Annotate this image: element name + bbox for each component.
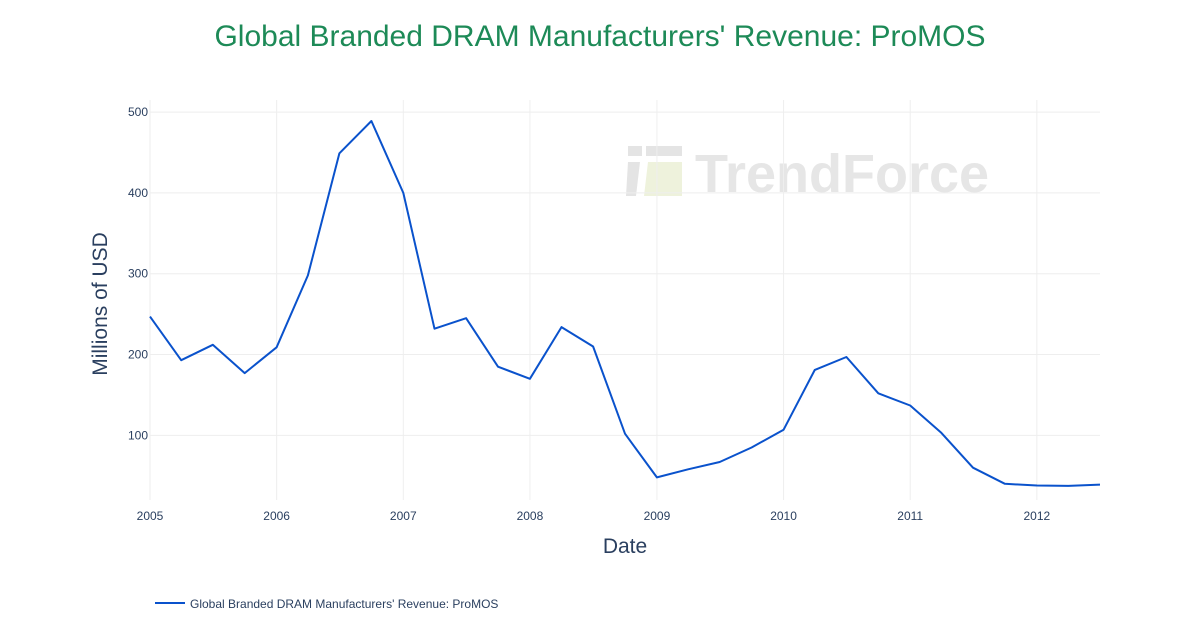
watermark-text: TrendForce xyxy=(695,144,989,204)
y-tick-label: 400 xyxy=(128,186,148,200)
x-tick-label: 2010 xyxy=(770,509,797,523)
x-axis-title: Date xyxy=(603,535,647,558)
y-tick-label: 100 xyxy=(128,428,148,442)
y-tick-label: 500 xyxy=(128,105,148,119)
x-axis-ticks: 2005 2006 2007 2008 2009 2010 2011 2012 xyxy=(137,509,1051,523)
x-tick-label: 2011 xyxy=(897,509,923,523)
y-axis-ticks: 100 200 300 400 500 xyxy=(128,105,148,442)
x-tick-label: 2005 xyxy=(137,509,164,523)
watermark-logo-mark xyxy=(626,162,640,196)
x-tick-label: 2008 xyxy=(517,509,544,523)
watermark-logo-mark xyxy=(628,146,642,156)
y-axis-title: Millions of USD xyxy=(89,232,112,376)
x-tick-label: 2006 xyxy=(263,509,290,523)
x-tick-label: 2009 xyxy=(644,509,671,523)
watermark-logo-mark xyxy=(644,162,682,196)
watermark-logo-mark xyxy=(646,146,682,156)
y-tick-label: 200 xyxy=(128,348,148,362)
legend-label: Global Branded DRAM Manufacturers' Reven… xyxy=(190,597,498,611)
x-tick-label: 2007 xyxy=(390,509,417,523)
trendforce-watermark-logo: TrendForce xyxy=(626,144,989,204)
y-tick-label: 300 xyxy=(128,267,148,281)
chart-title: Global Branded DRAM Manufacturers' Reven… xyxy=(214,20,986,53)
series-line xyxy=(149,120,1101,487)
x-tick-label: 2012 xyxy=(1024,509,1051,523)
legend[interactable]: Global Branded DRAM Manufacturers' Reven… xyxy=(155,597,498,611)
